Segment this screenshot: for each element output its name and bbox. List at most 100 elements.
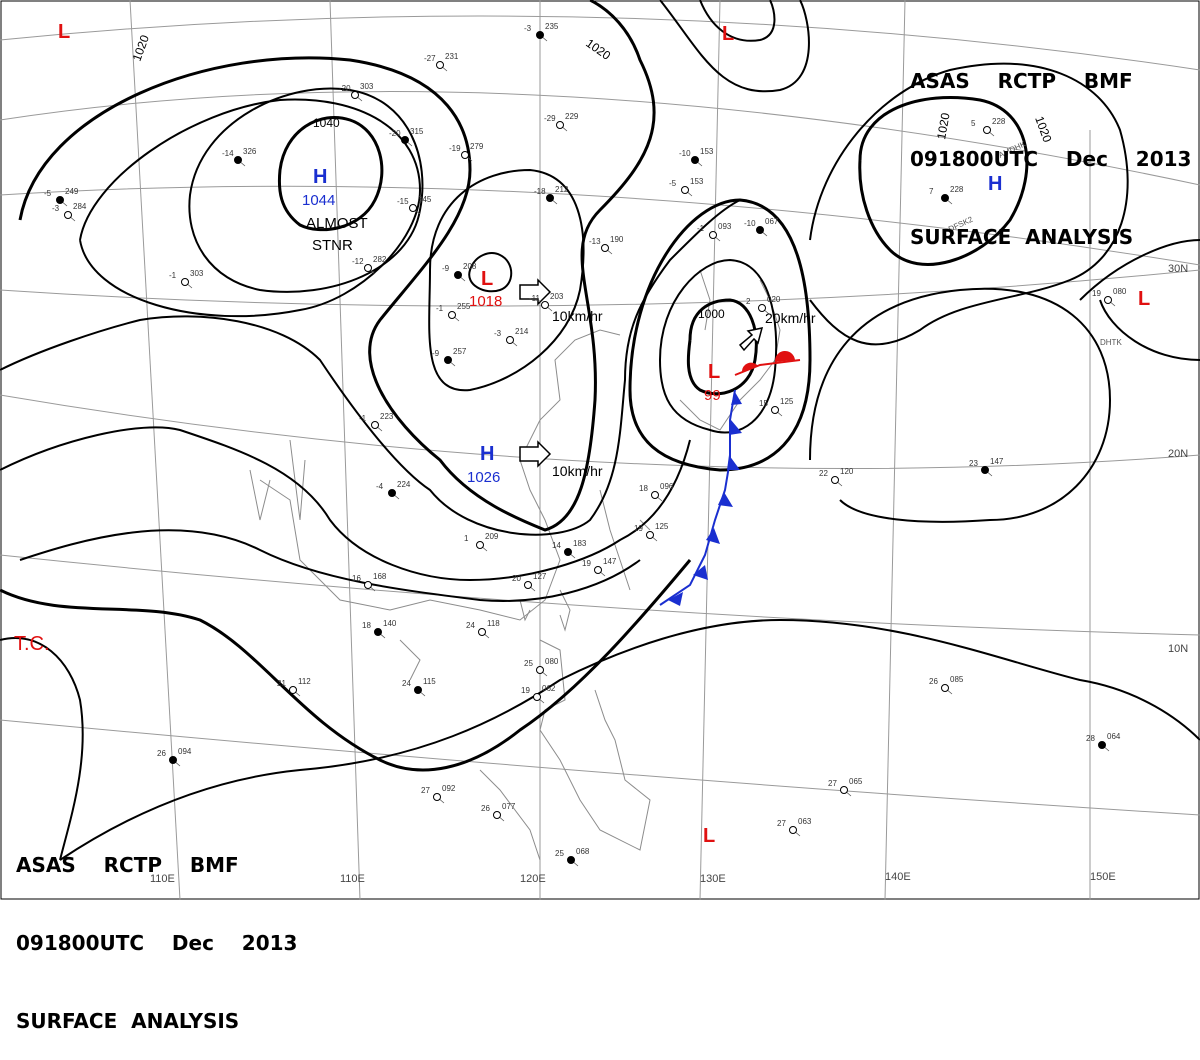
- station-plot: 16 168: [352, 572, 387, 592]
- station-pressure: 303: [360, 82, 374, 91]
- station-plot: -13 190: [589, 235, 624, 255]
- station-marker: [556, 121, 564, 129]
- station-pressure: 212: [555, 185, 569, 194]
- station-marker: [758, 304, 766, 312]
- station-pressure: 064: [1107, 732, 1121, 741]
- station-marker: [64, 211, 72, 219]
- station-plot: -1 093: [697, 222, 732, 242]
- warm-front: [734, 350, 801, 376]
- station-pressure: 235: [545, 22, 559, 31]
- station-temp: -11: [529, 294, 541, 303]
- station-plot: -9 208: [442, 262, 477, 282]
- station-temp: 19: [634, 524, 643, 533]
- station-marker: [681, 186, 689, 194]
- station-plot: -3 284: [52, 202, 87, 222]
- station-temp: -10: [744, 219, 756, 228]
- motion-labels: 10km/hr 10km/hr 20km/hr: [552, 308, 816, 479]
- station-marker: [536, 666, 544, 674]
- station-plot: -5 153: [669, 177, 704, 197]
- station-temp: -15: [397, 197, 409, 206]
- station-temp: 2: [746, 297, 751, 306]
- station-marker: [436, 61, 444, 69]
- isobar-label-1020-west: 1020: [130, 33, 152, 63]
- station-marker: [351, 91, 359, 99]
- station-pressure: 093: [718, 222, 732, 231]
- station-temp: -5: [669, 179, 677, 188]
- station-pressure: 112: [298, 677, 311, 686]
- low-japan-letter: L: [708, 361, 720, 383]
- station-marker: [181, 278, 189, 286]
- station-plot: 18 096: [639, 482, 674, 502]
- station-pressure: 168: [373, 572, 387, 581]
- station-pressure: 140: [383, 619, 397, 628]
- station-marker: [831, 476, 839, 484]
- station-temp: -3: [494, 329, 502, 338]
- station-plot: -20 315: [389, 127, 424, 147]
- station-temp: -12: [352, 257, 364, 266]
- station-temp: 21: [277, 679, 286, 688]
- station-pressure: 249: [65, 187, 79, 196]
- station-temp: 15: [759, 399, 768, 408]
- lon-label-140: 140E: [885, 871, 911, 883]
- station-plot: -20 303: [339, 82, 374, 102]
- station-pressure: 147: [603, 557, 617, 566]
- station-temp: -20: [339, 84, 351, 93]
- station-marker: [409, 204, 417, 212]
- station-pressure: 255: [457, 302, 471, 311]
- station-plot: -1 223: [359, 412, 394, 432]
- station-marker: [756, 226, 764, 234]
- station-plot: -3 214: [494, 327, 529, 347]
- station-plot: 26 085: [929, 675, 964, 695]
- station-temp: 26: [929, 677, 938, 686]
- station-pressure: 127: [533, 572, 547, 581]
- station-marker: [536, 31, 544, 39]
- station-temp: 22: [819, 469, 828, 478]
- station-marker: [564, 548, 572, 556]
- station-plot: -29 229: [544, 112, 579, 132]
- station-pressure: 153: [690, 177, 704, 186]
- header-top: ASAS RCTP BMF 091800UTC Dec 2013 SURFACE…: [910, 16, 1191, 276]
- station-marker: [234, 156, 242, 164]
- station-temp: -5: [44, 189, 52, 198]
- station-pressure: 094: [178, 747, 192, 756]
- station-marker: [941, 684, 949, 692]
- station-temp: -4: [376, 482, 384, 491]
- high-mongolia-letter: H: [313, 166, 327, 188]
- station-plot: -5 249: [44, 187, 79, 207]
- station-temp: 20: [512, 574, 521, 583]
- station-pressure: 067: [765, 217, 779, 226]
- station-pressure: 303: [190, 269, 204, 278]
- station-marker: [771, 406, 779, 414]
- station-marker: [524, 581, 532, 589]
- station-marker: [493, 811, 501, 819]
- station-marker: [709, 231, 717, 239]
- map-border: [0, 0, 1200, 900]
- station-pressure: 120: [840, 467, 854, 476]
- header-bottom-line3: SURFACE ANALYSIS: [16, 1009, 240, 1033]
- station-temp: -3: [52, 204, 60, 213]
- station-plot: 22 120: [819, 467, 854, 487]
- station-temp: 19: [1092, 289, 1101, 298]
- station-plot: 28 064: [1086, 732, 1121, 752]
- station-plot: 19 080: [1092, 287, 1127, 307]
- low-north-letter: L: [481, 268, 493, 290]
- station-marker: [651, 491, 659, 499]
- station-pressure: 214: [515, 327, 529, 336]
- isobar-label-1020-pacific-w: 1020: [934, 111, 952, 140]
- station-pressure: 209: [485, 532, 499, 541]
- header-bottom-line2: 091800UTC Dec 2013: [16, 931, 298, 955]
- station-plot: 2 020: [746, 295, 781, 315]
- station-pressure: 092: [442, 784, 456, 793]
- station-temp: -1: [359, 414, 367, 423]
- station-temp: 27: [828, 779, 837, 788]
- station-plot: 5 228: [971, 117, 1006, 137]
- station-pressure: 020: [767, 295, 781, 304]
- station-marker: [1098, 741, 1106, 749]
- header-bottom-line1: ASAS RCTP BMF: [16, 853, 239, 877]
- station-marker: [983, 126, 991, 134]
- station-pressure: 063: [798, 817, 812, 826]
- station-temp: -1: [436, 304, 444, 313]
- lon-label-120: 120E: [520, 873, 546, 885]
- station-pressure: 190: [610, 235, 624, 244]
- station-marker: [594, 566, 602, 574]
